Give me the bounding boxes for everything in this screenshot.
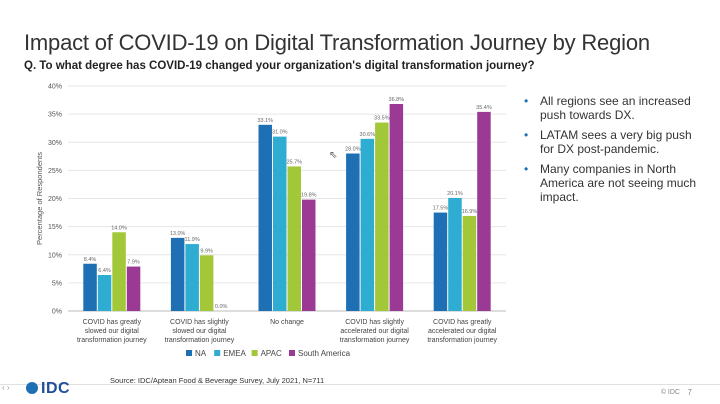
bar xyxy=(112,232,126,311)
footer-divider xyxy=(0,384,720,385)
bar xyxy=(258,124,272,311)
next-slide-icon[interactable]: › xyxy=(6,383,10,392)
bar xyxy=(433,212,448,311)
bar xyxy=(477,111,491,311)
bar xyxy=(273,136,287,311)
data-label: 0.0% xyxy=(215,304,228,310)
data-label: 14.0% xyxy=(111,225,127,231)
data-label: 19.8% xyxy=(301,193,317,199)
legend-entry: EMEA xyxy=(223,349,246,358)
bar xyxy=(448,197,462,311)
data-label: 33.5% xyxy=(374,116,390,122)
bullet-icon: • xyxy=(524,128,529,142)
x-tick-label: transformation journey xyxy=(77,337,147,344)
bar xyxy=(126,266,141,311)
y-tick-label: 5% xyxy=(52,280,62,287)
y-tick-label: 25% xyxy=(48,168,62,175)
y-tick-label: 35% xyxy=(48,112,62,119)
mouse-cursor-icon: ⇖ xyxy=(329,150,338,161)
finding-text: Many companies in North America are not … xyxy=(540,162,697,204)
legend-swatch xyxy=(289,350,295,356)
finding-text: LATAM sees a very big push for DX post-p… xyxy=(540,128,692,156)
y-axis-label: Percentage of Respondents xyxy=(35,152,44,245)
finding-text: All regions see an increased push toward… xyxy=(540,94,691,122)
bullet-icon: • xyxy=(524,162,529,176)
bar xyxy=(287,166,301,311)
legend-swatch xyxy=(186,350,192,356)
slide-title: Impact of COVID-19 on Digital Transforma… xyxy=(24,30,650,55)
data-label: 17.5% xyxy=(433,206,449,212)
bar xyxy=(83,263,97,311)
data-label: 9.9% xyxy=(200,248,213,254)
copyright-text: © IDC xyxy=(660,389,680,396)
y-tick-label: 10% xyxy=(48,252,62,259)
data-label: 25.7% xyxy=(286,159,302,165)
data-label: 7.9% xyxy=(127,260,140,266)
survey-question: Q. To what degree has COVID-19 changed y… xyxy=(24,60,535,72)
x-tick-label: slowed our digital xyxy=(172,328,227,335)
data-label: 28.0% xyxy=(345,147,361,153)
y-tick-label: 20% xyxy=(48,196,62,203)
bar xyxy=(185,244,199,311)
x-tick-label: COVID has greatly xyxy=(83,319,142,326)
bar xyxy=(302,199,316,311)
x-tick-label: transformation journey xyxy=(340,337,410,344)
data-label: 20.1% xyxy=(447,191,463,197)
x-tick-label: transformation journey xyxy=(165,337,235,344)
y-tick-label: 0% xyxy=(52,309,62,316)
slide-nav-controls[interactable]: ‹ › xyxy=(2,383,10,392)
idc-logo: IDC xyxy=(26,380,70,398)
y-tick-label: 40% xyxy=(48,84,62,91)
data-label: 16.9% xyxy=(462,209,478,215)
data-label: 11.9% xyxy=(185,237,200,243)
prev-slide-icon[interactable]: ‹ xyxy=(2,383,5,392)
bar xyxy=(170,237,185,311)
data-label: 30.6% xyxy=(360,132,376,138)
bar xyxy=(389,104,404,311)
bar xyxy=(97,275,112,311)
globe-icon xyxy=(26,382,38,394)
data-label: 6.4% xyxy=(98,268,111,274)
bar xyxy=(462,215,477,311)
x-tick-label: accelerated our digital xyxy=(340,328,409,335)
bullet-icon: • xyxy=(524,94,529,108)
legend-swatch xyxy=(214,350,221,356)
bar xyxy=(346,153,360,311)
x-tick-label: COVID has slightly xyxy=(345,319,404,326)
logo-text: IDC xyxy=(41,380,71,397)
source-note: Source: IDC/Aptean Food & Beverage Surve… xyxy=(110,376,325,385)
legend-entry: NA xyxy=(195,349,207,358)
finding-item: • LATAM sees a very big push for DX post-… xyxy=(518,128,708,156)
data-label: 8.4% xyxy=(84,257,97,263)
data-label: 33.1% xyxy=(257,118,273,124)
data-label: 13.0% xyxy=(170,231,186,237)
bar xyxy=(199,255,214,311)
bar xyxy=(360,138,375,311)
data-label: 36.8% xyxy=(389,97,405,103)
x-tick-label: transformation journey xyxy=(427,337,497,344)
x-tick-label: slowed our digital xyxy=(85,328,140,335)
y-tick-label: 15% xyxy=(48,224,62,231)
bar xyxy=(375,122,389,311)
y-tick-label: 30% xyxy=(48,140,62,147)
legend-swatch xyxy=(251,350,258,356)
x-tick-label: COVID has greatly xyxy=(433,319,492,326)
x-tick-label: accelerated our digital xyxy=(428,328,497,335)
x-tick-label: COVID has slightly xyxy=(170,319,229,326)
data-label: 35.4% xyxy=(476,105,492,111)
page-number: 7 xyxy=(687,388,692,397)
data-label: 31.0% xyxy=(272,130,288,136)
x-tick-label: No change xyxy=(270,319,304,326)
finding-item: • Many companies in North America are not… xyxy=(518,162,708,204)
legend-entry: South America xyxy=(298,349,351,358)
finding-item: • All regions see an increased push towar… xyxy=(518,94,708,122)
key-findings-list: • All regions see an increased push towar… xyxy=(518,94,708,210)
legend-entry: APAC xyxy=(261,349,282,358)
